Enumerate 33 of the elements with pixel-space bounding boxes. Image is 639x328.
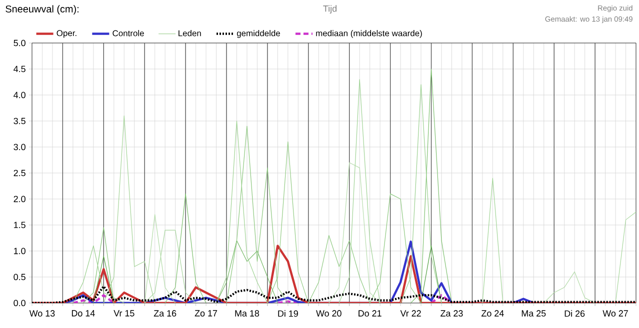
y-tick-label: 3.5 [14, 118, 26, 124]
y-tick-label: 4.0 [14, 92, 26, 98]
legend-label: Leden [178, 30, 201, 36]
y-tick-label: 2.0 [14, 196, 26, 202]
x-tick-label: Wo 27 [602, 310, 628, 317]
x-tick-label: Vr 22 [400, 310, 421, 316]
x-tick-label: Vr 15 [114, 310, 134, 316]
y-tick-label: 0.0 [14, 300, 26, 306]
x-tick-label: Wo 13 [29, 310, 55, 317]
y-tick-label: 0.5 [14, 274, 26, 280]
y-tick-label: 1.0 [14, 248, 26, 254]
x-tick-label: Di 19 [278, 310, 298, 317]
y-tick-label: 4.5 [14, 66, 26, 72]
y-tick-label: 5.0 [14, 40, 26, 46]
x-tick-label: Do 21 [358, 310, 382, 317]
legend-label: Oper. [56, 30, 76, 38]
x-tick-label: Di 26 [564, 310, 585, 317]
y-tick-label: 3.0 [14, 144, 26, 150]
legend-label: mediaan (middelste waarde) [316, 30, 422, 38]
x-tick-label: Do 14 [72, 310, 95, 316]
y-tick-label: 1.5 [14, 222, 26, 228]
legend-label: Controle [112, 30, 144, 36]
y-tick-label: 2.5 [14, 170, 26, 176]
x-tick-label: Wo 20 [316, 310, 342, 317]
chart-title: Sneeuwval (cm): [6, 5, 78, 14]
x-tick-label: Ma 18 [235, 310, 260, 317]
x-tick-label: Zo 24 [481, 310, 504, 317]
legend-label: gemiddelde [236, 30, 280, 38]
x-tick-label: Ma 25 [522, 310, 546, 317]
x-axis-title: Tijd [323, 5, 336, 14]
x-tick-label: Zo 17 [194, 310, 218, 316]
x-tick-label: Za 23 [440, 310, 463, 317]
x-tick-label: Za 16 [154, 310, 176, 317]
